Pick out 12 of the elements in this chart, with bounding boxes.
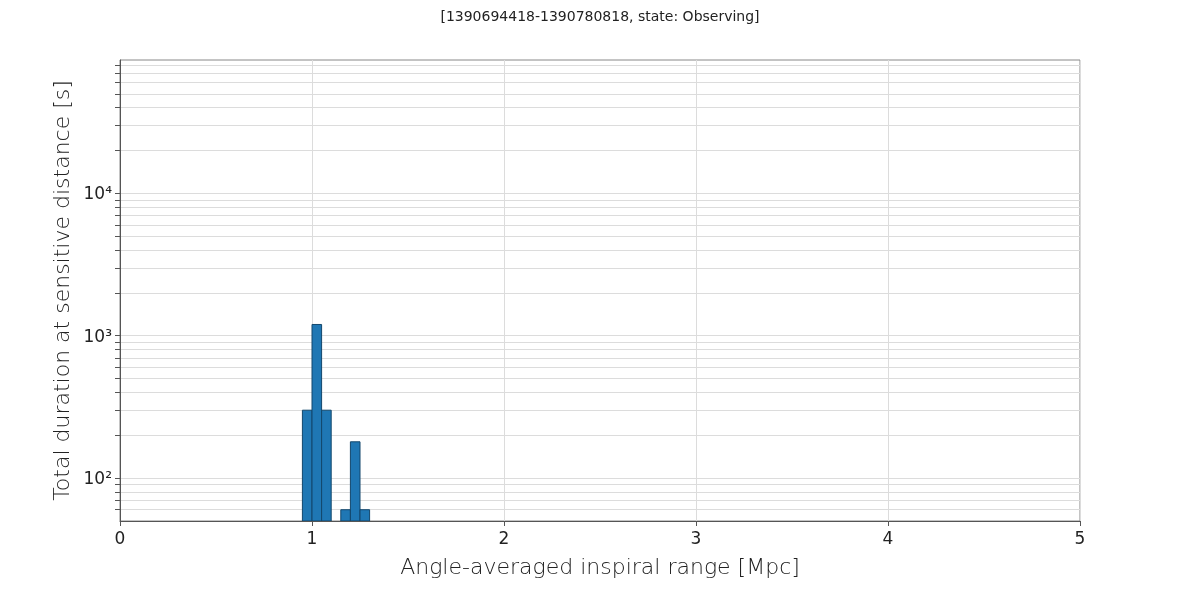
x-tick-label: 1 bbox=[306, 527, 318, 548]
x-tick-label: 5 bbox=[1074, 527, 1086, 548]
y-tick-label: 10³ bbox=[83, 325, 112, 346]
x-tick-label: 3 bbox=[690, 527, 702, 548]
y-axis-title: Total duration at sensitive distance [s] bbox=[48, 80, 74, 501]
x-tick-label: 2 bbox=[498, 527, 510, 548]
x-axis-title: Angle-averaged inspiral range [Mpc] bbox=[400, 553, 800, 579]
y-tick-label: 10² bbox=[83, 468, 112, 489]
y-tick-label: 10⁴ bbox=[83, 183, 113, 204]
x-tick-label: 4 bbox=[882, 527, 894, 548]
chart-title: [1390694418-1390780818, state: Observing] bbox=[440, 8, 760, 24]
x-tick-label: 0 bbox=[114, 527, 126, 548]
